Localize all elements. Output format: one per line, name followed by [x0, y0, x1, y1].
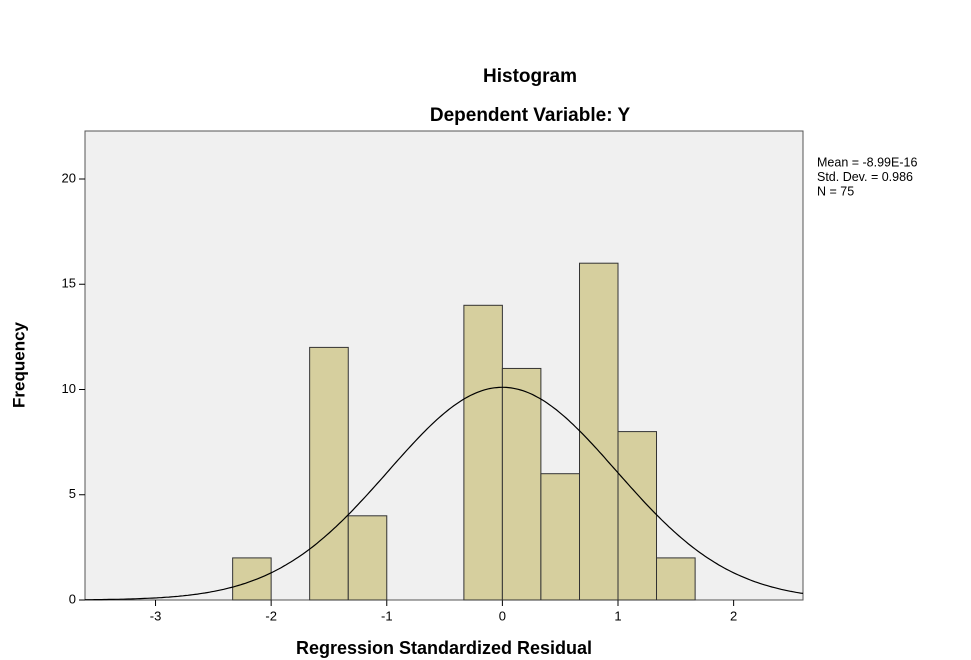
bar [579, 262, 619, 601]
x-tick-label: -3 [150, 608, 162, 623]
bar [617, 431, 658, 601]
bar [656, 557, 696, 601]
y-tick-label: 5 [69, 486, 76, 501]
x-tick-label: 0 [499, 608, 506, 623]
x-tick-label: -1 [381, 608, 393, 623]
x-tick-label: -2 [265, 608, 277, 623]
y-tick-label: 15 [62, 276, 76, 291]
bar [501, 367, 542, 601]
bar [463, 304, 503, 601]
x-axis-label: Regression Standardized Residual [296, 638, 592, 658]
y-tick-label: 0 [69, 591, 76, 606]
bar [232, 557, 272, 601]
x-tick-label: 1 [614, 608, 621, 623]
y-tick-label: 20 [62, 170, 76, 185]
y-axis-label: Frequency [9, 321, 28, 408]
x-tick-label: 2 [730, 608, 737, 623]
bar [347, 515, 388, 601]
stats-annotation: Mean = -8.99E-16 [817, 155, 917, 169]
chart-subtitle: Dependent Variable: Y [430, 105, 631, 126]
stats-annotation: Std. Dev. = 0.986 [817, 170, 913, 184]
bar [309, 346, 349, 601]
normal-curve [85, 386, 804, 601]
chart-title: Histogram [483, 66, 577, 87]
y-tick-label: 10 [62, 381, 76, 396]
stats-annotation: N = 75 [817, 184, 854, 198]
bar [540, 473, 581, 601]
plot-area [84, 130, 804, 601]
